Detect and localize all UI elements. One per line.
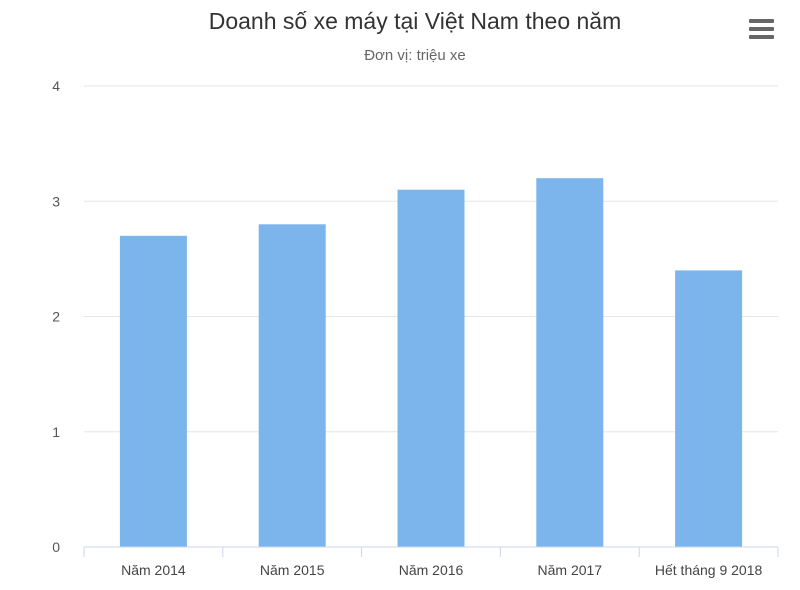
x-tick-label: Năm 2016: [399, 562, 464, 578]
y-tick-label: 1: [52, 424, 60, 440]
bars: [119, 178, 743, 548]
chart-menu-button[interactable]: [744, 14, 778, 44]
bar[interactable]: [536, 178, 604, 547]
y-tick-label: 0: [52, 539, 60, 555]
y-tick-label: 4: [52, 78, 60, 94]
bar[interactable]: [675, 270, 743, 547]
y-tick-label: 3: [52, 193, 60, 209]
chart-subtitle: Đơn vị: triệu xe: [364, 47, 466, 64]
bar[interactable]: [397, 189, 465, 547]
chart-title: Doanh số xe máy tại Việt Nam theo năm: [208, 8, 622, 34]
y-tick-label: 2: [52, 309, 60, 325]
x-tick-label: Hết tháng 9 2018: [655, 562, 763, 578]
x-tick-label: Năm 2015: [260, 562, 325, 578]
bar[interactable]: [119, 235, 187, 547]
bar[interactable]: [258, 224, 326, 548]
x-tick-label: Năm 2017: [538, 562, 603, 578]
y-axis-ticks: 0 1 2 3 4: [52, 78, 60, 555]
x-tick-label: Năm 2014: [121, 562, 186, 578]
x-axis: Năm 2014 Năm 2015 Năm 2016 Năm 2017 Hết thán…: [83, 546, 779, 578]
